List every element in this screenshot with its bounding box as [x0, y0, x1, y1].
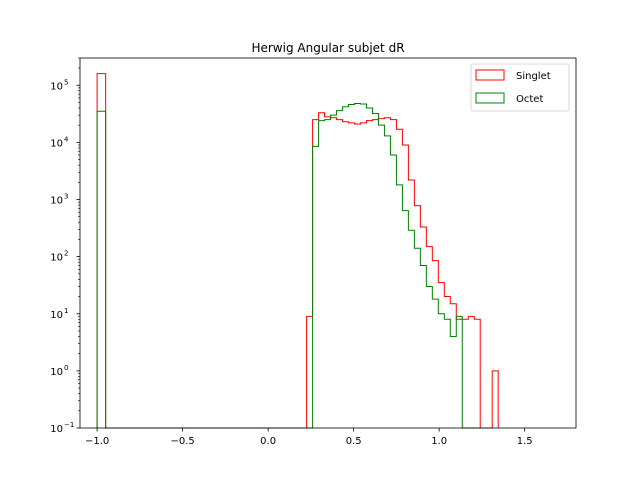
histogram-bar [420, 265, 426, 428]
legend-swatch [475, 92, 505, 104]
x-tick-label: −1.0 [85, 436, 109, 447]
y-tick-label: 10 [50, 310, 63, 321]
histogram-bar [468, 316, 474, 428]
y-tick-label-exponent: −1 [64, 421, 74, 429]
histogram-bar [444, 319, 450, 428]
axis-ticks: −1.0 −0.5 0.0 0.5 1.0 1.510 −110 010 110 210 310 41… [50, 57, 533, 447]
legend-swatch [475, 69, 505, 81]
histogram-bar [355, 103, 361, 428]
y-tick-label: 10 [50, 138, 63, 149]
legend-label: Singlet [516, 71, 551, 82]
y-tick-label-exponent: 0 [64, 364, 68, 372]
histogram-bar [492, 371, 498, 428]
legend-frame [470, 63, 570, 112]
series-singlet-outline [96, 73, 499, 429]
y-tick-label-exponent: 4 [64, 135, 69, 143]
legend-label: Octet [516, 94, 543, 105]
histogram-bar [361, 104, 367, 428]
x-tick-label: 1.0 [431, 436, 447, 447]
histogram-bar [456, 316, 462, 428]
histogram-bar [372, 114, 378, 428]
histogram-bar [432, 299, 438, 428]
axes-frame [79, 57, 577, 429]
x-tick-label: 0.0 [260, 436, 276, 447]
histogram-bar [414, 248, 420, 428]
histogram-bar [337, 111, 343, 428]
histogram-bar [426, 287, 432, 429]
series-octet [96, 102, 487, 429]
histogram-bar [349, 105, 355, 428]
histogram-bar [97, 111, 106, 428]
histogram-bar [402, 211, 408, 428]
series-singlet [96, 73, 499, 429]
y-tick-label-exponent: 5 [64, 78, 68, 86]
legend: Singlet Octet [470, 63, 570, 112]
histogram-bar [438, 314, 444, 428]
axes-border [79, 57, 577, 429]
histogram-bar [474, 319, 480, 428]
y-tick-label-exponent: 2 [64, 250, 68, 258]
histogram-bar [331, 115, 337, 428]
histogram-bar [408, 230, 414, 428]
histogram-bar [390, 155, 396, 428]
histogram-bar [378, 125, 384, 428]
histogram-bar [396, 185, 402, 428]
y-tick-label: 10 [50, 367, 63, 378]
histogram-bar [325, 120, 331, 428]
histogram-bar [384, 136, 390, 428]
x-tick-label: 1.5 [517, 436, 533, 447]
x-tick-label: 0.5 [346, 436, 362, 447]
y-tick-label-exponent: 1 [64, 307, 68, 315]
histogram-bar [462, 319, 468, 428]
x-tick-label: −0.5 [170, 436, 194, 447]
series-octet-outline [96, 102, 487, 429]
y-tick-label: 10 [50, 81, 63, 92]
y-tick-label: 10 [50, 253, 63, 264]
histogram-bar [366, 108, 372, 428]
series-group [96, 73, 499, 429]
chart-title: Herwig Angular subjet dR [251, 41, 404, 55]
histogram-bar [313, 146, 319, 428]
histogram-bar [450, 336, 456, 428]
histogram-bar [319, 121, 325, 428]
y-tick-label: 10 [50, 196, 63, 207]
y-tick-label-exponent: 3 [64, 193, 68, 201]
histogram-bar [307, 316, 313, 428]
histogram-bar [343, 107, 349, 428]
y-tick-label: 10 [50, 424, 63, 435]
